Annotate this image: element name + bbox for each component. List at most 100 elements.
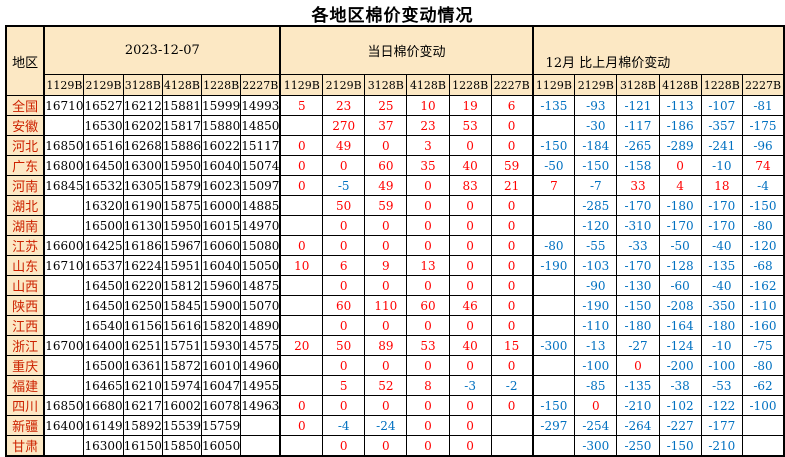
price-cell: 16050: [201, 435, 242, 457]
table-row: 新疆 16400 16149 15892 15539 15759 0 -4 -24 0 0 -297-…: [5, 415, 785, 436]
daily-change-cell: 0: [490, 215, 534, 236]
monthly-change-cell: -27: [616, 335, 660, 356]
daily-change-cell: 0: [406, 195, 450, 216]
price-cell: 16251: [122, 335, 163, 356]
price-cell: 15097: [240, 175, 281, 196]
price-cell: [43, 195, 85, 216]
price-cell: 16002: [161, 395, 203, 416]
price-cell: 16040: [201, 155, 242, 176]
daily-change-cell: 0: [322, 435, 366, 457]
monthly-change-cell: -135: [616, 375, 660, 396]
monthly-change-cell: -62: [741, 375, 785, 396]
monthly-change-cell: [741, 435, 785, 457]
daily-change-cell: -5: [322, 175, 366, 196]
price-cell: 16149: [83, 415, 124, 436]
monthly-change-cell: [531, 195, 576, 216]
price-cell: 15812: [161, 275, 203, 296]
price-cell: 15974: [161, 375, 203, 396]
region-cell: 陕西: [5, 295, 45, 316]
table-row: 广东 16800 16450 16300 15950 16040 15074 0 0 60 35 40…: [5, 155, 785, 176]
price-cell: 14885: [240, 195, 281, 216]
price-cell: 16023: [201, 175, 242, 196]
price-cell: 14993: [240, 95, 281, 116]
table-row: 陕西 16450 16250 15845 15900 15070 60 110 60 46 0 -19…: [5, 295, 785, 316]
monthly-change-cell: -265: [616, 135, 660, 156]
daily-change-cell: 0: [279, 175, 324, 196]
price-cell: 16015: [201, 215, 242, 236]
monthly-change-cell: -180: [616, 315, 660, 336]
grade-column-header: 1228B: [448, 74, 492, 96]
price-cell: 15886: [161, 135, 203, 156]
monthly-change-cell: -93: [574, 95, 618, 116]
daily-change-cell: 19: [448, 95, 492, 116]
daily-change-cell: 35: [406, 155, 450, 176]
daily-change-cell: 0: [279, 135, 324, 156]
grade-column-header: 1129B: [279, 74, 324, 96]
price-cell: 16078: [201, 395, 242, 416]
daily-change-cell: 0: [364, 395, 408, 416]
daily-change-cell: 49: [364, 175, 408, 196]
monthly-change-cell: [531, 295, 576, 316]
grade-column-header: 2227B: [240, 74, 281, 96]
price-cell: 14875: [240, 275, 281, 296]
monthly-change-cell: -210: [700, 435, 743, 457]
monthly-change-cell: 7: [531, 175, 576, 196]
monthly-change-cell: [531, 375, 576, 396]
monthly-change-cell: -85: [574, 375, 618, 396]
region-cell: 江苏: [5, 235, 45, 256]
monthly-change-cell: -10: [700, 335, 743, 356]
monthly-change-cell: -158: [616, 155, 660, 176]
price-cell: 16710: [43, 95, 85, 116]
monthly-change-cell: -30: [574, 115, 618, 136]
monthly-change-cell: -170: [700, 215, 743, 236]
daily-change-cell: 5: [322, 375, 366, 396]
region-cell: 河南: [5, 175, 45, 196]
group-header-date: 2023-12-07: [43, 25, 281, 75]
price-cell: 16210: [122, 375, 163, 396]
daily-change-cell: 52: [364, 375, 408, 396]
daily-change-cell: 6: [322, 255, 366, 276]
daily-change-cell: 37: [364, 115, 408, 136]
daily-change-cell: 0: [448, 415, 492, 436]
monthly-change-cell: -40: [700, 275, 743, 296]
daily-change-cell: 0: [448, 255, 492, 276]
daily-change-cell: 0: [448, 195, 492, 216]
daily-change-cell: 0: [279, 395, 324, 416]
daily-change-cell: 0: [322, 315, 366, 336]
price-cell: 16850: [43, 395, 85, 416]
grade-column-header: 1129B: [43, 74, 85, 96]
daily-change-cell: 0: [448, 435, 492, 457]
price-cell: 16400: [83, 335, 124, 356]
monthly-change-cell: -150: [658, 435, 702, 457]
daily-change-cell: 0: [406, 435, 450, 457]
price-cell: 15951: [161, 255, 203, 276]
page-title: 各地区棉价变动情况: [311, 6, 474, 26]
daily-change-cell: 20: [279, 335, 324, 356]
monthly-change-cell: 74: [741, 155, 785, 176]
price-cell: [43, 115, 85, 136]
price-cell: 15900: [201, 295, 242, 316]
monthly-change-cell: -122: [700, 395, 743, 416]
price-cell: 14575: [240, 335, 281, 356]
monthly-change-cell: -310: [616, 215, 660, 236]
daily-change-cell: 0: [322, 355, 366, 376]
monthly-change-cell: -80: [741, 355, 785, 376]
price-cell: 16040: [201, 255, 242, 276]
daily-change-cell: 50: [322, 335, 366, 356]
daily-change-cell: 0: [364, 275, 408, 296]
price-cell: 15879: [161, 175, 203, 196]
monthly-change-cell: -180: [700, 315, 743, 336]
daily-change-cell: [279, 375, 324, 396]
table-row: 湖南 16500 16130 15950 16015 14970 0 0 0 0 0 -120 -310…: [5, 215, 785, 236]
daily-change-cell: [490, 415, 534, 436]
price-cell: 16450: [83, 295, 124, 316]
monthly-change-cell: 4: [658, 175, 702, 196]
table-row: 江西 16540 16156 15616 15820 14890 0 0 0 0 0 -110 -180…: [5, 315, 785, 336]
daily-change-cell: 83: [448, 175, 492, 196]
price-cell: 15850: [161, 435, 203, 457]
price-cell: 16010: [201, 355, 242, 376]
price-cell: [43, 295, 85, 316]
price-cell: 16710: [43, 255, 85, 276]
region-cell: 重庆: [5, 355, 45, 376]
monthly-change-cell: [531, 115, 576, 136]
